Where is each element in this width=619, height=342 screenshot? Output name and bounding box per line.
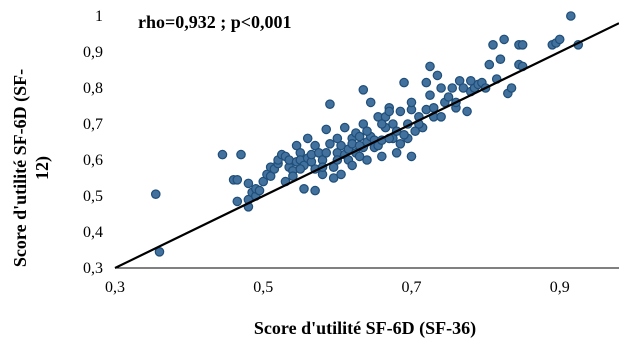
data-point	[566, 11, 576, 21]
data-point	[321, 148, 332, 158]
y-tick-label: 0,7	[83, 116, 103, 133]
y-axis-title-line2: 12)	[32, 156, 53, 180]
y-tick-label: 0,8	[83, 80, 103, 97]
x-tick-label: 0,3	[105, 279, 125, 296]
data-point	[232, 196, 243, 207]
data-point	[332, 133, 343, 144]
data-point	[425, 90, 435, 100]
y-tick-label: 0,5	[83, 188, 103, 205]
data-point	[336, 169, 346, 180]
data-point	[462, 106, 472, 117]
y-axis-ticks: 0,3 0,4 0,5 0,6 0,7 0,8 0,9 1	[83, 8, 103, 277]
data-point	[399, 130, 409, 140]
data-point	[377, 151, 387, 162]
data-point	[302, 133, 313, 144]
data-point	[517, 39, 528, 50]
data-point	[365, 97, 376, 108]
data-point	[377, 119, 387, 129]
data-point	[384, 106, 395, 117]
data-point	[362, 126, 372, 136]
data-point	[395, 139, 406, 149]
data-point	[399, 77, 409, 88]
data-point	[150, 189, 161, 199]
data-point	[436, 112, 446, 122]
data-point	[325, 139, 335, 149]
data-point	[406, 151, 417, 162]
data-point	[354, 151, 365, 162]
y-axis-title-line1: Score d'utilité SF-6D (SF-	[10, 69, 31, 267]
data-point	[421, 77, 432, 88]
data-point	[432, 70, 443, 81]
data-point	[495, 54, 506, 64]
data-point	[484, 59, 495, 70]
y-tick-label: 0,3	[83, 260, 103, 277]
data-point	[458, 83, 469, 93]
y-tick-label: 0,6	[83, 152, 103, 169]
data-point	[328, 173, 339, 183]
y-tick-label: 0,4	[83, 224, 103, 241]
data-point	[217, 149, 228, 160]
data-point	[325, 99, 335, 109]
x-tick-label: 0,9	[550, 279, 570, 296]
y-tick-label: 0,9	[83, 44, 103, 61]
data-point	[391, 148, 402, 158]
data-point	[339, 122, 350, 133]
data-point	[436, 83, 446, 93]
data-point	[499, 34, 509, 45]
x-axis-ticks: 0,3 0,5 0,7 0,9	[105, 279, 570, 296]
data-point	[243, 178, 254, 189]
data-point	[236, 149, 246, 160]
data-point	[321, 124, 332, 135]
data-point	[232, 175, 243, 185]
data-point	[254, 185, 265, 196]
data-point	[354, 131, 365, 142]
data-point	[347, 160, 357, 171]
correlation-annotation: rho=0,932 ; p<0,001	[138, 12, 292, 32]
data-point	[488, 39, 498, 50]
x-tick-label: 0,5	[253, 279, 273, 296]
data-point	[295, 164, 306, 174]
data-point	[447, 83, 458, 93]
data-point	[554, 34, 565, 45]
y-tick-label: 1	[95, 8, 103, 25]
reference-line	[114, 22, 619, 269]
data-point	[465, 76, 476, 86]
data-point	[310, 185, 320, 196]
data-point	[406, 97, 417, 108]
data-point	[299, 184, 309, 194]
data-point	[362, 155, 372, 165]
data-point	[358, 85, 369, 95]
x-tick-label: 0,7	[401, 279, 421, 296]
data-point	[395, 106, 406, 117]
data-point	[425, 61, 435, 72]
data-point	[443, 92, 454, 102]
data-point	[506, 83, 517, 93]
x-axis-title: Score d'utilité SF-6D (SF-36)	[254, 318, 476, 339]
